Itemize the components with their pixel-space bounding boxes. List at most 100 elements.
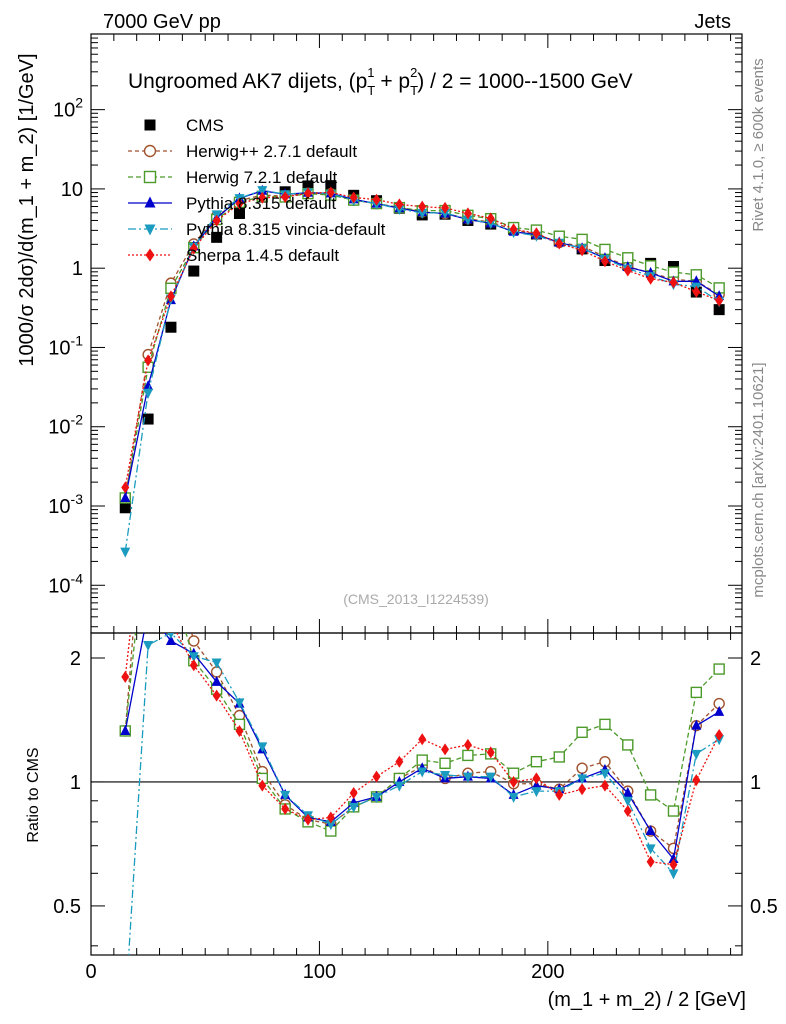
series-line-pythia-8-315-vincia-default (124, 189, 720, 552)
ratio-point-pythia-8-315-vincia-default (645, 844, 656, 855)
ratio-point-sherpa-1-4-5-default (715, 729, 724, 742)
y-tick-label: 10-1 (48, 332, 83, 359)
ratio-point-pythia-8-315-vincia-default (508, 792, 519, 803)
series-point-sherpa-1-4-5-default (646, 272, 655, 285)
ratio-point-pythia-8-315-vincia-default (394, 781, 405, 792)
series-point-pythia-8-315-vincia-default (462, 215, 473, 226)
ratio-point-pythia-8-315-vincia-default (348, 802, 359, 813)
legend-marker-herwig-2-7-1-default (143, 144, 157, 158)
y-tick-label: 10-2 (48, 412, 83, 439)
ratio-point-pythia-8-315-vincia-default (257, 742, 268, 753)
cms-point (302, 180, 314, 192)
ratio-point-sherpa-1-4-5-default (623, 805, 632, 818)
ratio-point-pythia-8-315-vincia-default (234, 698, 245, 709)
ratio-point-pythia-8-315-vincia-default (325, 820, 336, 831)
ratio-data (119, 633, 725, 955)
ratio-axis-label: Ratio to CMS (25, 747, 42, 842)
ratio-point-pythia-8-315-vincia-default (599, 769, 610, 780)
series-point-sherpa-1-4-5-default (486, 212, 495, 225)
ratio-point-herwig-7-2-1-default (439, 757, 451, 769)
legend-marker-cms (144, 119, 156, 131)
series-point-sherpa-1-4-5-default (555, 237, 564, 250)
series-line-herwig-7-2-1-default (124, 192, 720, 499)
ratio-point-sherpa-1-4-5-default (646, 855, 655, 868)
y-axis-label: 1000/σ 2dσ)/d(m_1 + m_2) [1/GeV] (16, 53, 38, 366)
y-tick-label: 1 (72, 258, 83, 280)
title-sup2: 2 (410, 65, 417, 80)
legend-label-pythia-8-315-default: Pythia 8.315 default (186, 194, 337, 213)
series-point-sherpa-1-4-5-default (623, 264, 632, 277)
y-tick-label: 10-4 (48, 570, 83, 597)
header-right: Jets (694, 11, 731, 33)
series-point-sherpa-1-4-5-default (144, 354, 153, 367)
ratio-point-sherpa-1-4-5-default (258, 779, 267, 792)
x-axis-label: (m_1 + m_2) / 2 [GeV] (548, 989, 746, 1011)
ratio-point-pythia-8-315-vincia-default (485, 772, 496, 783)
series-point-sherpa-1-4-5-default (121, 481, 130, 494)
series-point-sherpa-1-4-5-default (281, 190, 290, 203)
title-mid: + p (374, 70, 410, 93)
series-point-pythia-8-315-default (143, 380, 154, 391)
main-panel: 10-4 10-3 10-2 10-1 1 10 102 (48, 33, 743, 634)
main-data (119, 180, 725, 558)
ratio-point-sherpa-1-4-5-default (532, 772, 541, 785)
title-post: ) / 2 = 1000--1500 GeV (417, 70, 632, 93)
ratio-point-pythia-8-315-vincia-default (462, 772, 473, 783)
ratio-point-pythia-8-315-default (165, 634, 176, 645)
legend-marker-herwig-7-2-1-default (143, 170, 157, 184)
cms-point (211, 231, 223, 243)
y-tick-label: 102 (53, 95, 83, 122)
ratio-point-sherpa-1-4-5-default (121, 670, 130, 683)
ratio-point-pythia-8-315-vincia-default (531, 787, 542, 798)
series-point-pythia-8-315-vincia-default (417, 208, 428, 219)
ratio-point-pythia-8-315-vincia-default (188, 652, 199, 663)
title-sup1: 1 (367, 65, 374, 80)
ratio-point-herwig-7-2-1-default (622, 739, 634, 751)
cms-point (188, 265, 200, 277)
legend-marker-sherpa-1-4-5-default (145, 248, 155, 262)
ratio-point-pythia-8-315-vincia-default (143, 641, 154, 652)
legend: CMS Herwig++ 2.7.1 default Herwig 7.2.1 de… (128, 116, 386, 265)
ratio-point-sherpa-1-4-5-default (349, 787, 358, 800)
y-tick-label: 10-3 (48, 491, 83, 518)
ratio-point-pythia-8-315-default (714, 705, 725, 716)
series-point-sherpa-1-4-5-default (372, 193, 381, 206)
series-point-sherpa-1-4-5-default (418, 200, 427, 213)
ratio-point-herwig-2-7-1-default (576, 762, 588, 774)
series-point-sherpa-1-4-5-default (166, 290, 175, 303)
ratio-point-herwig-7-2-1-default (462, 749, 474, 762)
series-point-pythia-8-315-default (120, 491, 131, 502)
ratio-point-sherpa-1-4-5-default (395, 755, 404, 768)
legend-label-herwig-2-7-1-default: Herwig++ 2.7.1 default (186, 142, 357, 161)
series-point-sherpa-1-4-5-default (304, 187, 312, 200)
series-point-sherpa-1-4-5-default (463, 207, 472, 220)
ratio-point-sherpa-1-4-5-default (441, 743, 450, 756)
ratio-point-sherpa-1-4-5-default (692, 774, 701, 787)
series-point-sherpa-1-4-5-default (258, 191, 267, 204)
ratio-tick-label: 1 (70, 772, 81, 794)
cms-point (325, 180, 337, 192)
legend-marker-pythia-8-315-default (144, 196, 156, 208)
ratio-point-herwig-2-7-1-default (667, 842, 680, 855)
ratio-point-pythia-8-315-default (645, 825, 656, 836)
ratio-point-sherpa-1-4-5-default (235, 724, 244, 737)
ratio-point-sherpa-1-4-5-default (281, 802, 290, 815)
ratio-tick-label-right: 0.5 (750, 896, 778, 918)
title-pre: Ungroomed AK7 dijets, (p (128, 70, 367, 93)
ratio-point-pythia-8-315-vincia-default (691, 749, 702, 760)
title-sub2: T (410, 83, 418, 98)
series-point-sherpa-1-4-5-default (600, 255, 609, 268)
ratio-point-pythia-8-315-default (211, 675, 222, 686)
ratio-point-pythia-8-315-vincia-default (577, 774, 588, 785)
ratio-point-sherpa-1-4-5-default (600, 779, 609, 792)
cms-point (233, 207, 245, 219)
ratio-point-pythia-8-315-vincia-default (417, 767, 428, 778)
y-tick-label: 10 (61, 179, 83, 201)
series-point-sherpa-1-4-5-default (441, 201, 450, 214)
cms-point (142, 413, 154, 425)
legend-marker-pythia-8-315-vincia-default (144, 224, 156, 236)
series-point-pythia-8-315-vincia-default (120, 547, 131, 558)
legend-label-pythia-8-315-vincia-default: Pythia 8.315 vincia-default (186, 220, 386, 239)
ratio-point-pythia-8-315-default (531, 779, 542, 790)
